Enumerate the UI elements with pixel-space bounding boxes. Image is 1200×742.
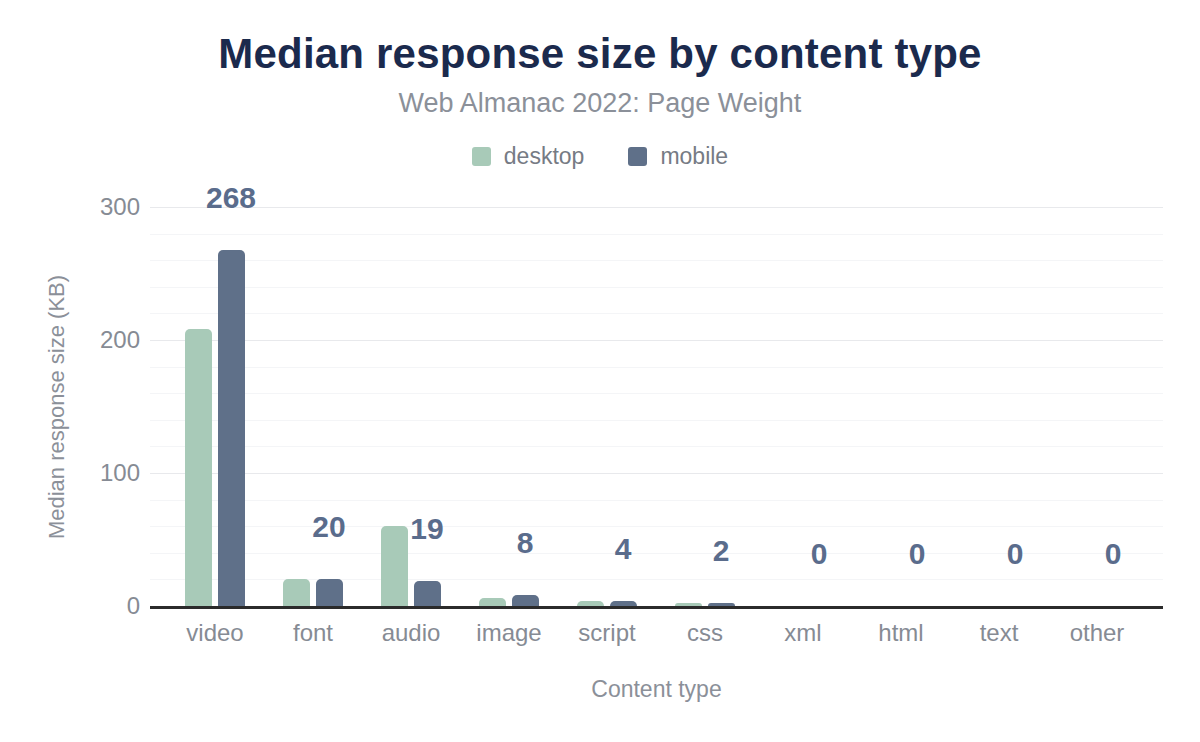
legend-swatch-desktop — [472, 147, 491, 166]
x-tick-font: font — [264, 619, 362, 647]
chart-subtitle: Web Almanac 2022: Page Weight — [0, 88, 1200, 119]
bar-mobile-image — [512, 595, 539, 606]
minor-gridline — [150, 393, 1163, 394]
x-tick-video: video — [166, 619, 264, 647]
x-tick-css: css — [656, 619, 754, 647]
minor-gridline — [150, 446, 1163, 447]
x-axis-title: Content type — [150, 676, 1163, 703]
bar-desktop-font — [283, 579, 310, 606]
minor-gridline — [150, 260, 1163, 261]
chart-title: Median response size by content type — [0, 30, 1200, 78]
major-gridline — [150, 340, 1163, 341]
x-tick-html: html — [852, 619, 950, 647]
legend-label-mobile: mobile — [660, 143, 728, 170]
x-tick-xml: xml — [754, 619, 852, 647]
bar-label-other: 0 — [1053, 539, 1173, 569]
x-tick-other: other — [1048, 619, 1146, 647]
bar-mobile-audio — [414, 581, 441, 606]
legend: desktop mobile — [0, 143, 1200, 170]
minor-gridline — [150, 313, 1163, 314]
y-tick-100: 100 — [60, 459, 140, 487]
x-tick-image: image — [460, 619, 558, 647]
minor-gridline — [150, 234, 1163, 235]
legend-label-desktop: desktop — [504, 143, 585, 170]
y-tick-0: 0 — [60, 592, 140, 620]
minor-gridline — [150, 287, 1163, 288]
major-gridline — [150, 207, 1163, 208]
bar-desktop-image — [479, 598, 506, 606]
legend-item-desktop: desktop — [472, 143, 585, 170]
minor-gridline — [150, 420, 1163, 421]
y-axis-title: Median response size (KB) — [44, 257, 70, 557]
legend-swatch-mobile — [628, 147, 647, 166]
legend-item-mobile: mobile — [628, 143, 728, 170]
y-tick-300: 300 — [60, 193, 140, 221]
bar-desktop-video — [185, 329, 212, 606]
y-tick-200: 200 — [60, 326, 140, 354]
chart-figure: Median response size by content type Web… — [0, 0, 1200, 742]
major-gridline — [150, 473, 1163, 474]
bar-mobile-font — [316, 579, 343, 606]
minor-gridline — [150, 500, 1163, 501]
bar-label-video: 268 — [171, 183, 291, 213]
x-axis-line — [150, 606, 1163, 609]
bar-mobile-video — [218, 250, 245, 606]
x-tick-script: script — [558, 619, 656, 647]
minor-gridline — [150, 367, 1163, 368]
x-tick-audio: audio — [362, 619, 460, 647]
x-tick-text: text — [950, 619, 1048, 647]
